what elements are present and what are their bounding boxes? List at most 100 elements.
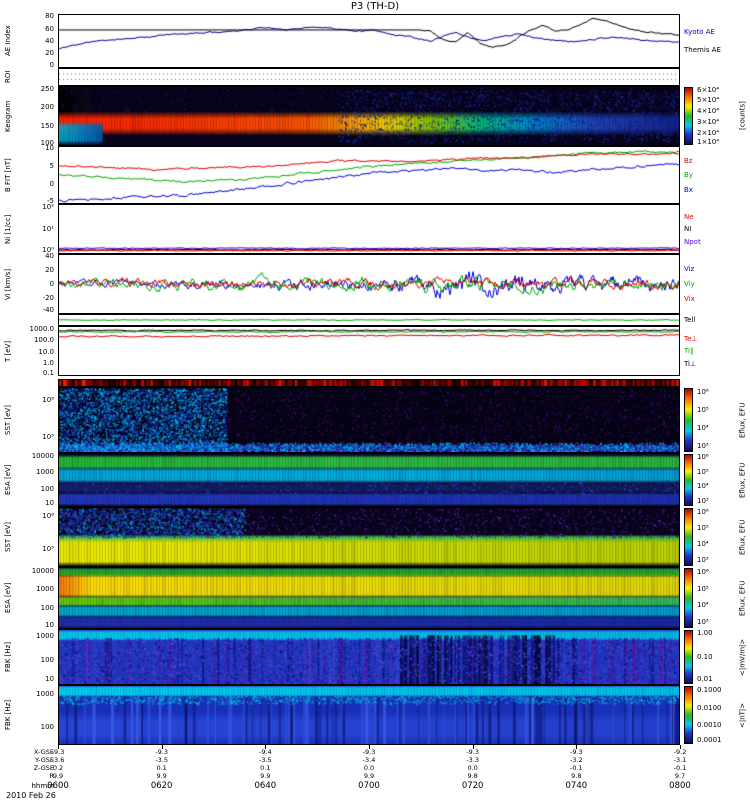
cbtick-esa-elec-1: 10⁵ bbox=[697, 584, 709, 593]
ytick-ni-2: 10⁰ bbox=[42, 246, 54, 254]
panel-esa-elec: ESA [eV] 10000 1000 100 10 10⁶ 10⁵ 10⁴ 10³ Eflux,… bbox=[0, 567, 750, 629]
colorbar-fbk-e bbox=[684, 630, 693, 684]
legend-ni-2: Npot bbox=[684, 237, 701, 246]
plot-area-b-fit bbox=[58, 146, 680, 204]
ytick-esa-elec-3: 10 bbox=[45, 620, 54, 629]
ytick-sst-elec-0: 10⁶ bbox=[42, 512, 54, 520]
cbtick-sst-elec-3: 10³ bbox=[697, 556, 709, 565]
cbtick-esa-ion-3: 10³ bbox=[697, 497, 709, 506]
time-tickmark-0 bbox=[58, 745, 59, 749]
ephemeris-label-Y-GSE: Y-GSE bbox=[34, 756, 54, 764]
ytick-b-fit-3: -5 bbox=[47, 196, 54, 205]
axis-label-ni: Ni [1/cc] bbox=[4, 214, 12, 244]
time-label-0600: 0600 bbox=[47, 781, 69, 791]
panel-ni: Ni [1/cc] 10² 10¹ 10⁰ Ne NI Npot bbox=[0, 203, 750, 254]
ytick-b-fit-0: 10 bbox=[45, 144, 54, 153]
panel-vi: Vi [km/s] 40 20 0 -20 -40 Viz Viy Vix bbox=[0, 252, 750, 314]
ytick-keogram-0: 250 bbox=[40, 85, 54, 93]
cbtick-keogram-0: 6×10⁴ bbox=[697, 85, 720, 94]
cbtick-fbk-e-2: 0.01 bbox=[697, 674, 713, 683]
plot-canvas-sst-ion bbox=[59, 388, 679, 452]
ytick-fbk-e-2: 10 bbox=[45, 675, 54, 684]
legend-ae-index-1: Themis AE bbox=[684, 46, 721, 54]
cbunit-esa-ion: Eflux, EFU bbox=[738, 462, 747, 498]
ytick-keogram-2: 150 bbox=[40, 121, 54, 130]
ytick-sst-ion-1: 10⁵ bbox=[42, 432, 54, 441]
ytick-b-fit-2: 0 bbox=[49, 179, 54, 188]
cbunit-sst-elec: Eflux, EFU bbox=[738, 519, 747, 555]
ephemeris-value: 0.1 bbox=[260, 764, 271, 772]
plot-canvas-b-fit bbox=[59, 147, 679, 203]
ephemeris-value: -3.6 bbox=[51, 756, 65, 764]
axis-label-sst-ion: SST [eV] bbox=[4, 405, 12, 435]
ytick-vi-2: 0 bbox=[49, 280, 54, 288]
legend-b-fit-0: Bz bbox=[684, 156, 693, 165]
ytick-esa-elec-0: 10000 bbox=[31, 566, 54, 575]
ytick-esa-elec-1: 1000 bbox=[36, 585, 54, 594]
cbtick-sst-ion-1: 10⁵ bbox=[697, 406, 709, 415]
legend-b-fit-2: Bx bbox=[684, 185, 693, 194]
panel-esa-ion: ESA [eV] 10000 1000 100 10 10⁶ 10⁵ 10⁴ 10³ Eflux,… bbox=[0, 452, 750, 507]
plot-area-teii bbox=[58, 314, 680, 326]
ytick-ni-0: 10² bbox=[42, 203, 54, 211]
axis-label-keogram: Keogram bbox=[4, 100, 12, 132]
axis-label-esa-elec: ESA [eV] bbox=[4, 582, 12, 614]
time-label-0740: 0740 bbox=[565, 781, 588, 791]
axis-label-b-fit: B FIT [nT] bbox=[4, 158, 12, 192]
cbtick-esa-elec-3: 10³ bbox=[697, 618, 709, 627]
cbunit-esa-elec: Eflux, EFU bbox=[738, 580, 747, 616]
ytick-temp-0: 1000.0 bbox=[29, 325, 55, 333]
cbunit-fbk-b: <|nT|> bbox=[738, 702, 747, 728]
ephemeris-value: 0.1 bbox=[156, 764, 167, 772]
plot-canvas-flags bbox=[59, 380, 679, 386]
time-axis: X-GSE -9.3 -9.3 -9.4 -9.3 -9.3 -9.3 -9.2 Y-GSE -3… bbox=[0, 745, 750, 800]
ephemeris-value: -0.1 bbox=[569, 764, 583, 772]
ytick-ni-1: 10¹ bbox=[42, 225, 54, 233]
time-label-0620: 0620 bbox=[150, 781, 173, 791]
time-tickmark-3 bbox=[369, 745, 370, 749]
plot-area-sst-elec bbox=[58, 507, 680, 567]
plot-area-esa-ion bbox=[58, 453, 680, 507]
axis-label-temp: T [eV] bbox=[4, 340, 12, 362]
ytick-esa-elec-2: 100 bbox=[40, 603, 54, 612]
ephemeris-value: 9.8 bbox=[467, 772, 478, 780]
panel-roi: ROI bbox=[0, 68, 750, 86]
legend-temp-1: Ti∥ bbox=[684, 347, 694, 355]
date-label: 2010 Feb 26 bbox=[6, 791, 56, 800]
ytick-temp-3: 1.0 bbox=[42, 358, 54, 367]
cbtick-fbk-b-2: 0.0010 bbox=[697, 720, 722, 729]
plot-area-fbk-e bbox=[58, 629, 680, 685]
ephemeris-value: -0.1 bbox=[673, 764, 687, 772]
panel-fbk-b: FBK [Hz] 1000 100 0.1000 0.0100 0.0010 0.0001 <… bbox=[0, 685, 750, 745]
plot-canvas-ae-index bbox=[59, 15, 679, 67]
ytick-sst-ion-0: 10⁶ bbox=[42, 396, 54, 405]
cbtick-keogram-1: 5×10⁴ bbox=[697, 96, 720, 105]
cbtick-sst-elec-2: 10⁴ bbox=[697, 540, 709, 549]
ytick-vi-1: 20 bbox=[45, 266, 54, 275]
ytick-temp-4: 0.1 bbox=[42, 368, 54, 377]
plot-canvas-roi bbox=[59, 69, 679, 85]
cbtick-fbk-b-3: 0.0001 bbox=[697, 736, 722, 745]
legend-vi-0: Viz bbox=[684, 265, 695, 273]
ephemeris-value: -9.3 bbox=[466, 748, 479, 756]
panel-ae-index: AE Index 80 60 40 20 0 Kyoto AE Themis AE bbox=[0, 11, 750, 70]
ytick-fbk-e-0: 1000 bbox=[36, 631, 54, 640]
ephemeris-row-X-GSE: X-GSE -9.3 -9.3 -9.4 -9.3 -9.3 -9.3 -9.2 bbox=[0, 748, 750, 756]
ephemeris-value: -9.2 bbox=[673, 748, 687, 756]
ytick-sst-elec-1: 10⁵ bbox=[42, 545, 54, 553]
ytick-fbk-b-1: 100 bbox=[40, 723, 54, 731]
ephemeris-value: 9.9 bbox=[363, 772, 375, 780]
ephemeris-value: 9.8 bbox=[571, 772, 582, 780]
plot-area-temp bbox=[58, 326, 680, 376]
ytick-keogram-1: 200 bbox=[40, 103, 54, 111]
panel-keogram: Keogram 250 200 150 100 6×10⁴ 5×10⁴ 4×10⁴ 3×10⁴ 2… bbox=[0, 85, 750, 147]
plot-area-ae-index bbox=[58, 14, 680, 68]
cbtick-esa-ion-1: 10⁵ bbox=[697, 467, 709, 476]
ephemeris-value: -9.4 bbox=[258, 748, 272, 756]
time-axis-name: hhmm bbox=[31, 782, 54, 790]
ephemeris-label-X-GSE: X-GSE bbox=[34, 748, 54, 756]
cbtick-sst-ion-3: 10³ bbox=[697, 441, 709, 450]
ytick-ae-index-0: 80 bbox=[45, 11, 54, 20]
legend-b-fit-1: By bbox=[684, 171, 693, 179]
plot-canvas-esa-ion bbox=[59, 454, 679, 506]
